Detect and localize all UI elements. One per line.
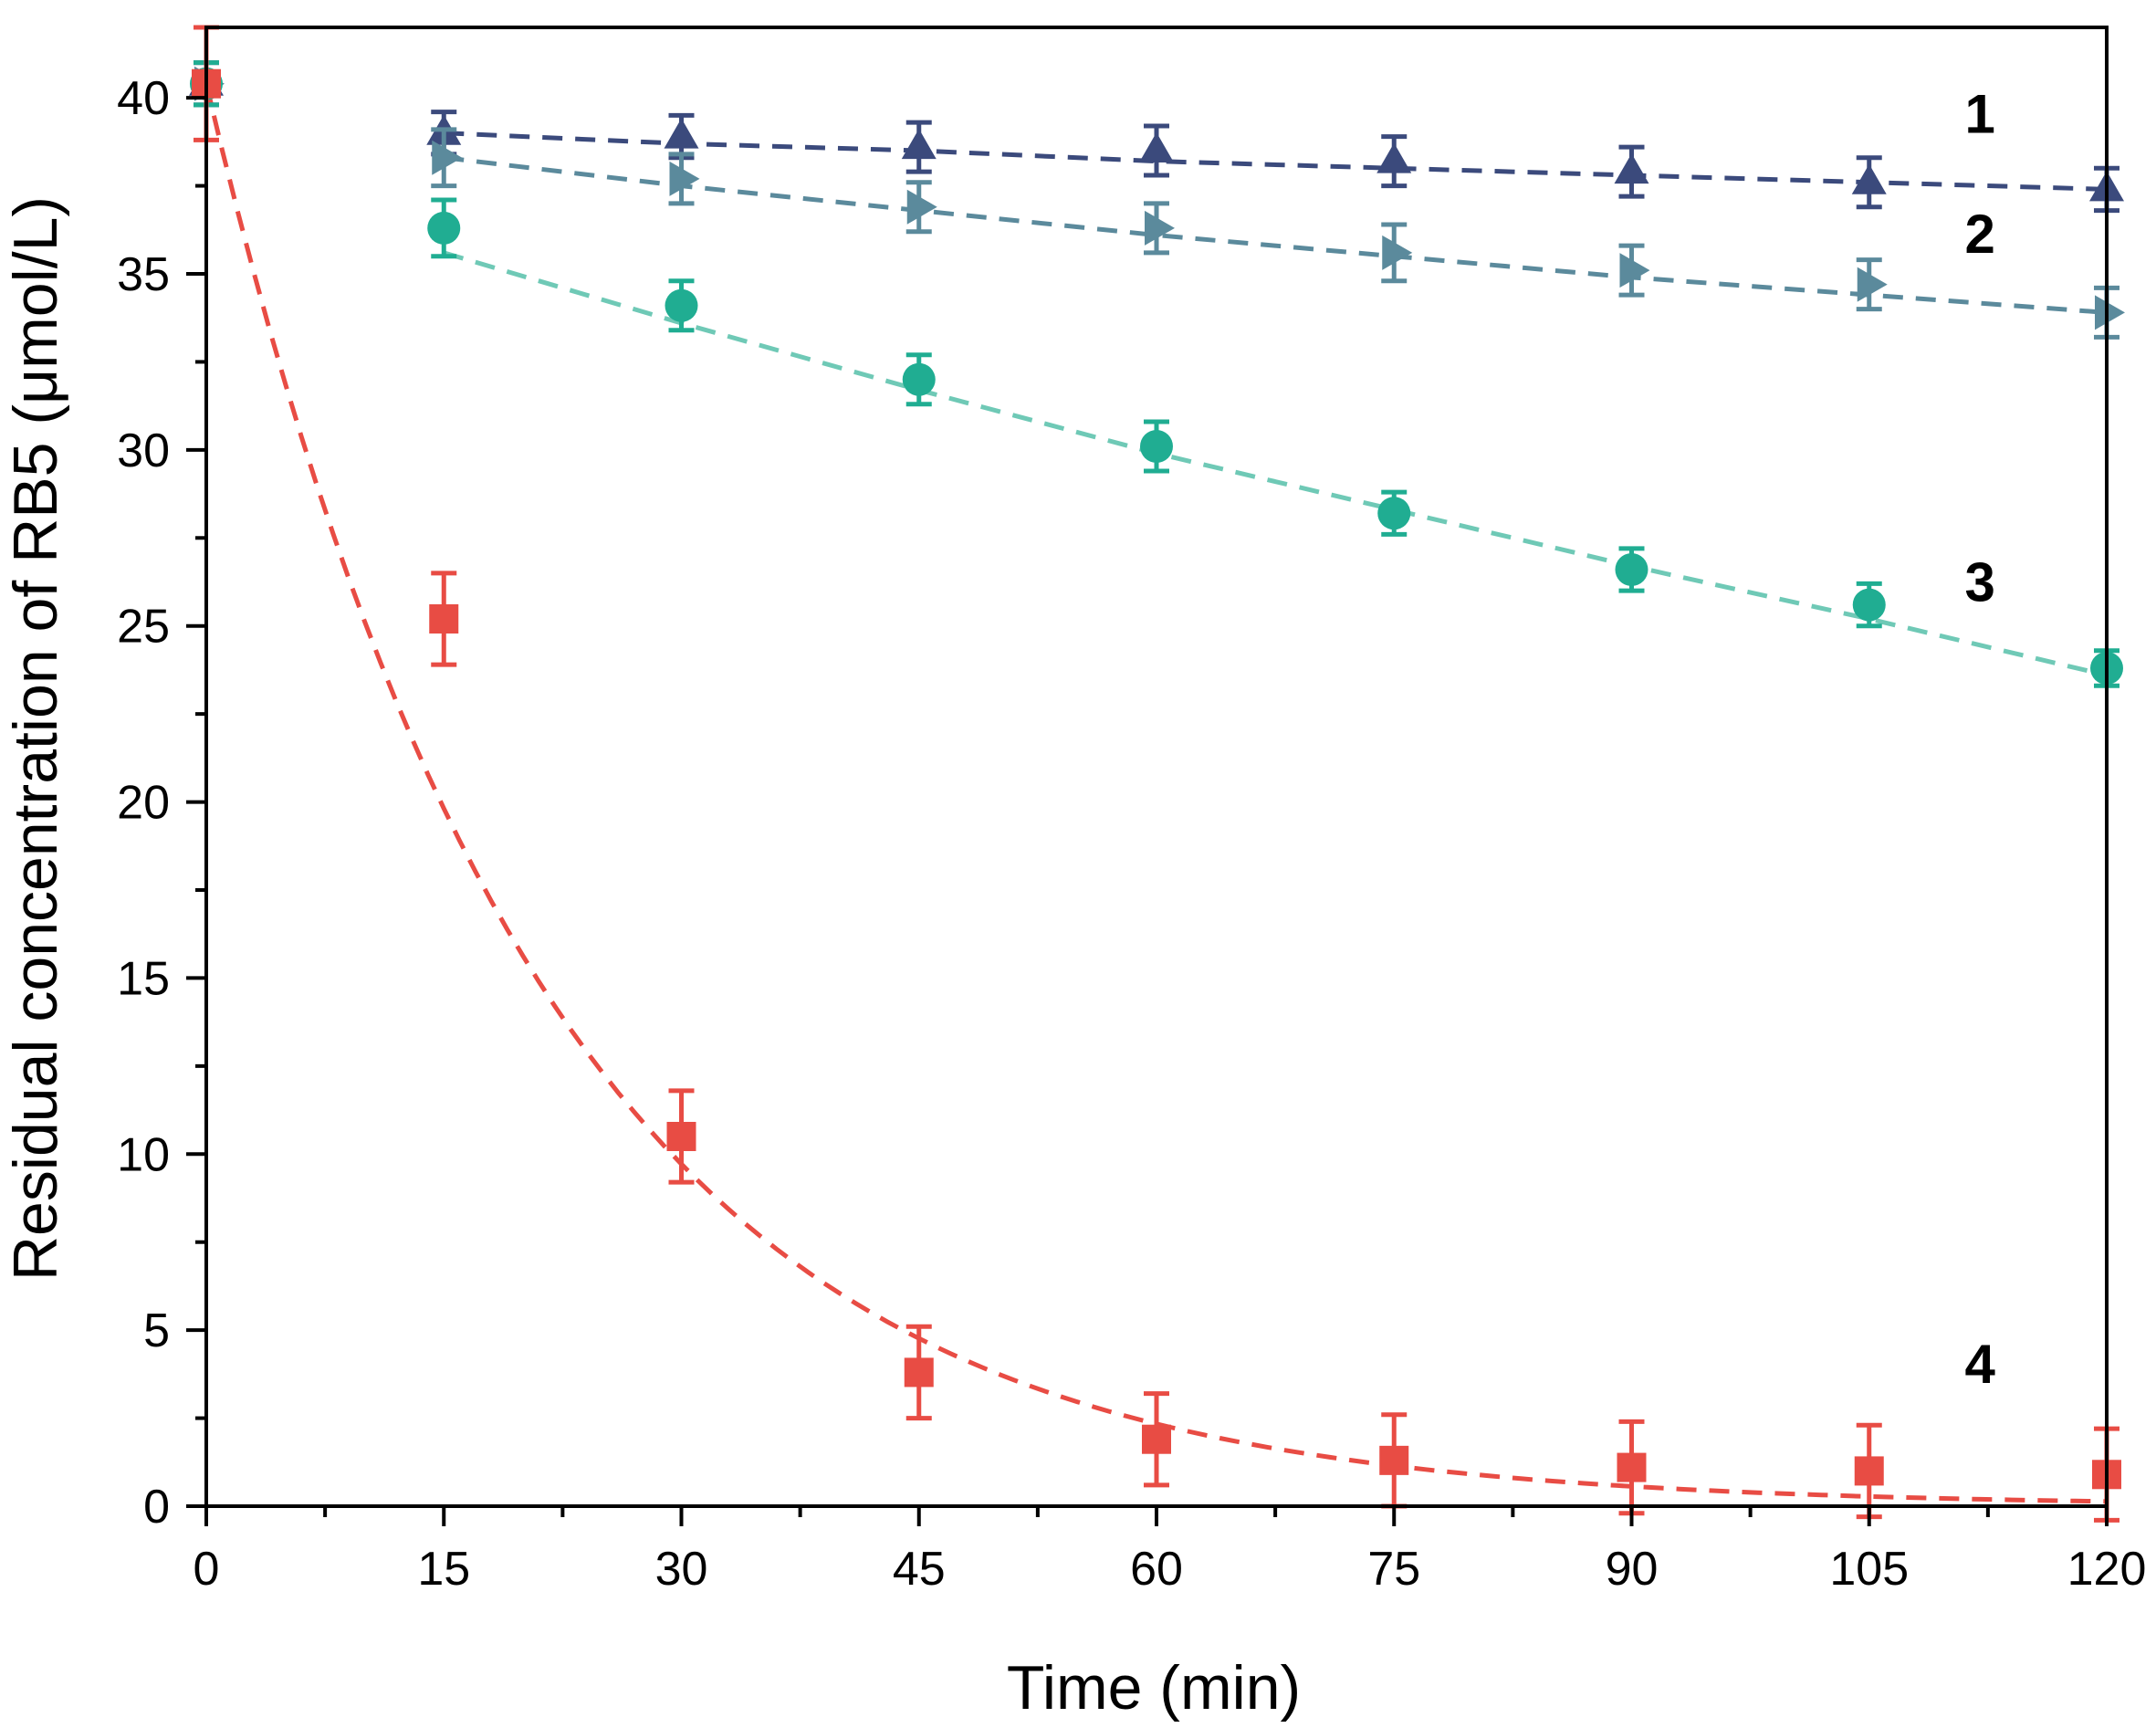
- data-point: [665, 288, 698, 322]
- data-point: [429, 604, 459, 634]
- fit-curve-2: [444, 155, 2108, 315]
- x-tick-label: 30: [655, 1543, 708, 1596]
- data-point: [904, 1357, 934, 1388]
- data-point: [1382, 235, 1413, 270]
- x-tick-label: 15: [417, 1543, 470, 1596]
- y-axis: 0 5 10 15 20 25 30 35 40: [117, 72, 206, 1534]
- plot-area: 1 2 3 4: [189, 25, 2125, 1523]
- curve-label-4: 4: [1965, 1334, 1996, 1395]
- data-point: [1379, 1445, 1409, 1475]
- curve-label-1: 1: [1965, 84, 1995, 145]
- y-tick-label: 0: [143, 1481, 170, 1534]
- x-axis-title: Time (min): [1007, 1653, 1301, 1723]
- y-tick-label: 25: [117, 601, 170, 654]
- x-tick-label: 0: [194, 1543, 220, 1596]
- x-tick-label: 105: [1829, 1543, 1909, 1596]
- data-point: [2095, 295, 2125, 330]
- data-point: [1852, 588, 1886, 622]
- data-point: [1857, 267, 1888, 302]
- data-point: [1145, 210, 1175, 246]
- data-point: [1851, 163, 1887, 194]
- x-tick-label: 120: [2067, 1543, 2147, 1596]
- fit-curve-4: [204, 83, 2108, 1504]
- series-2: [194, 60, 2125, 340]
- fit-curve-1: [444, 131, 2108, 192]
- fit-curve-3: [443, 250, 2108, 678]
- y-tick-label: 35: [117, 248, 170, 301]
- y-tick-label: 40: [117, 72, 170, 125]
- x-axis: 0 15 30 45 60 75 90 105 120: [194, 1506, 2147, 1596]
- data-point: [1617, 1452, 1647, 1482]
- data-point: [1854, 1456, 1884, 1486]
- data-point: [669, 161, 700, 196]
- x-tick-label: 60: [1130, 1543, 1183, 1596]
- data-point: [1614, 153, 1649, 184]
- curve-label-2: 2: [1965, 204, 1995, 265]
- data-point: [664, 118, 699, 149]
- y-tick-label: 20: [117, 777, 170, 830]
- data-point: [1142, 1424, 1171, 1454]
- data-point: [902, 362, 936, 396]
- data-point: [906, 189, 937, 225]
- curve-label-3: 3: [1965, 552, 1995, 613]
- data-point: [1619, 253, 1650, 288]
- data-point: [666, 1122, 696, 1151]
- x-tick-label: 90: [1606, 1543, 1659, 1596]
- y-axis-title: Residual concentration of RB5 (μmol/L): [1, 196, 70, 1281]
- data-point: [1376, 142, 1412, 173]
- data-point: [1139, 132, 1174, 162]
- data-point: [427, 211, 461, 245]
- x-tick-label: 75: [1367, 1543, 1420, 1596]
- y-tick-label: 30: [117, 424, 170, 477]
- y-tick-label: 15: [117, 952, 170, 1005]
- x-tick-label: 45: [893, 1543, 946, 1596]
- data-point: [1140, 430, 1173, 463]
- y-tick-label: 10: [117, 1128, 170, 1181]
- data-point: [432, 140, 463, 175]
- data-point: [1377, 497, 1411, 530]
- data-point: [1615, 553, 1648, 586]
- data-point: [901, 129, 937, 160]
- y-tick-label: 5: [143, 1304, 170, 1357]
